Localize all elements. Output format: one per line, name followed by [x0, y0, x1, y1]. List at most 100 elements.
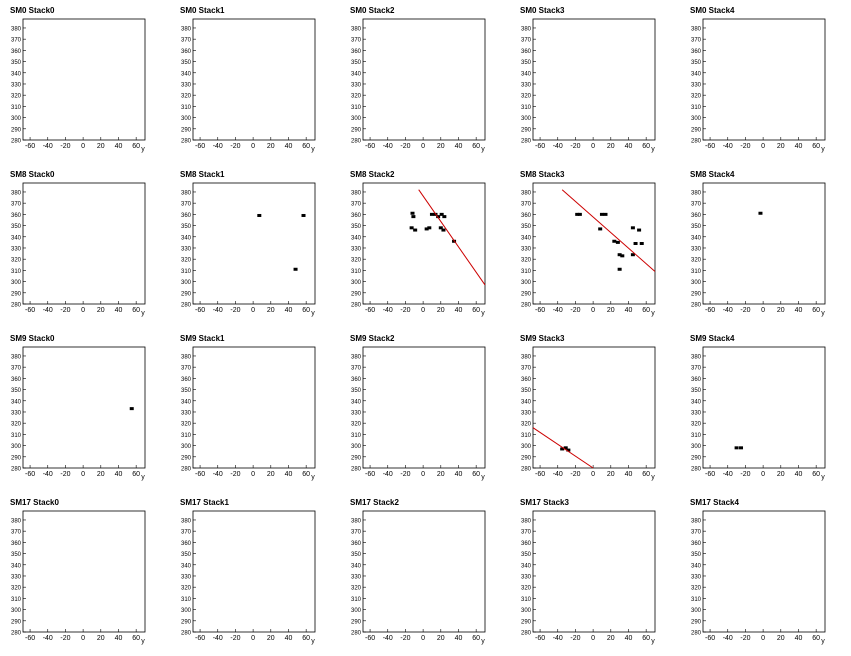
y-tick-label: 380 [691, 190, 702, 196]
x-tick-label: 40 [795, 471, 803, 478]
y-tick-label: 380 [181, 354, 192, 360]
y-tick-label: 370 [521, 366, 532, 372]
y-tick-label: 380 [181, 190, 192, 196]
y-tick-label: 310 [351, 433, 362, 439]
x-tick-label: -40 [213, 471, 223, 478]
plot-frame [192, 510, 316, 633]
x-tick-label: -40 [553, 143, 563, 150]
x-tick-label: -20 [570, 143, 580, 150]
y-tick-label: 350 [521, 552, 532, 558]
x-tick-label: -40 [383, 635, 393, 642]
x-tick-label: 40 [455, 635, 463, 642]
x-tick-label: 0 [81, 307, 85, 314]
y-tick-label: 290 [351, 127, 362, 133]
x-tick-label: 40 [285, 635, 293, 642]
x-tick-label: 20 [437, 307, 445, 314]
y-tick-label: 380 [521, 518, 532, 524]
x-tick-label: 0 [761, 307, 765, 314]
y-tick-label: 370 [181, 366, 192, 372]
x-tick-label: -40 [43, 635, 53, 642]
x-tick-label: -20 [230, 635, 240, 642]
plot-frame [702, 346, 826, 469]
x-tick-label: 20 [777, 307, 785, 314]
panel-title: SM8 Stack0 [10, 170, 55, 179]
panel-title: SM8 Stack4 [690, 170, 735, 179]
panel-title: SM17 Stack2 [350, 498, 399, 507]
x-tick-label: -60 [535, 471, 545, 478]
x-tick-label: 40 [455, 471, 463, 478]
y-tick-label: 290 [11, 619, 22, 625]
y-tick-label: 370 [11, 202, 22, 208]
x-tick-label: 20 [267, 471, 275, 478]
x-tick-label: 0 [591, 471, 595, 478]
fit-line [418, 189, 486, 286]
x-tick-label: 60 [642, 143, 650, 150]
panel-title: SM17 Stack3 [520, 498, 569, 507]
x-tick-label: 40 [795, 143, 803, 150]
y-tick-label: 350 [11, 552, 22, 558]
x-tick-label: -60 [25, 143, 35, 150]
y-tick-label: 300 [691, 444, 702, 450]
x-tick-label: 20 [607, 635, 615, 642]
panel-title: SM9 Stack1 [180, 334, 225, 343]
y-tick-label: 340 [11, 235, 22, 241]
plot-frame [22, 182, 146, 305]
panel-title: SM0 Stack3 [520, 6, 565, 15]
x-tick-label: -20 [230, 143, 240, 150]
panel-title: SM8 Stack1 [180, 170, 225, 179]
y-tick-label: 290 [691, 127, 702, 133]
y-tick-label: 290 [181, 291, 192, 297]
x-tick-label: 40 [285, 307, 293, 314]
y-tick-label: 290 [11, 291, 22, 297]
y-tick-label: 360 [351, 213, 362, 219]
y-tick-label: 340 [521, 399, 532, 405]
x-tick-label: 0 [761, 471, 765, 478]
y-tick-label: 330 [11, 574, 22, 580]
y-tick-label: 290 [521, 455, 532, 461]
hit-point [620, 254, 625, 258]
x-tick-label: 0 [761, 143, 765, 150]
panel-title: SM9 Stack0 [10, 334, 55, 343]
y-tick-label: 330 [691, 574, 702, 580]
y-tick-label: 370 [691, 530, 702, 536]
x-tick-label: 40 [795, 307, 803, 314]
x-tick-label: 40 [625, 143, 633, 150]
x-axis-label: y [141, 638, 145, 645]
y-tick-label: 360 [521, 541, 532, 547]
x-tick-label: -20 [60, 307, 70, 314]
x-tick-label: 60 [642, 307, 650, 314]
hit-point [615, 240, 620, 244]
y-tick-label: 320 [11, 586, 22, 592]
y-tick-label: 290 [521, 291, 532, 297]
y-tick-label: 350 [351, 388, 362, 394]
x-axis-label: y [481, 146, 485, 153]
x-tick-label: 20 [267, 307, 275, 314]
plot-frame [362, 182, 486, 305]
y-tick-label: 370 [181, 530, 192, 536]
x-tick-label: 20 [437, 143, 445, 150]
y-tick-label: 300 [691, 116, 702, 122]
x-tick-label: 60 [812, 635, 820, 642]
x-tick-label: 0 [251, 307, 255, 314]
plot-frame [22, 346, 146, 469]
x-tick-label: 60 [472, 143, 480, 150]
y-tick-label: 340 [181, 235, 192, 241]
y-tick-label: 290 [11, 127, 22, 133]
x-tick-label: 0 [251, 143, 255, 150]
plot-frame [532, 346, 656, 469]
plot-frame [702, 182, 826, 305]
y-tick-label: 290 [521, 619, 532, 625]
y-tick-label: 380 [351, 518, 362, 524]
y-tick-label: 280 [691, 631, 702, 637]
y-tick-label: 300 [521, 444, 532, 450]
x-tick-label: 60 [132, 143, 140, 150]
y-tick-label: 290 [691, 455, 702, 461]
x-tick-label: 0 [421, 471, 425, 478]
y-tick-label: 340 [351, 235, 362, 241]
y-tick-label: 320 [691, 94, 702, 100]
y-tick-label: 310 [11, 597, 22, 603]
x-tick-label: -60 [25, 307, 35, 314]
y-tick-label: 350 [351, 552, 362, 558]
x-tick-label: 60 [812, 143, 820, 150]
y-tick-label: 360 [181, 541, 192, 547]
